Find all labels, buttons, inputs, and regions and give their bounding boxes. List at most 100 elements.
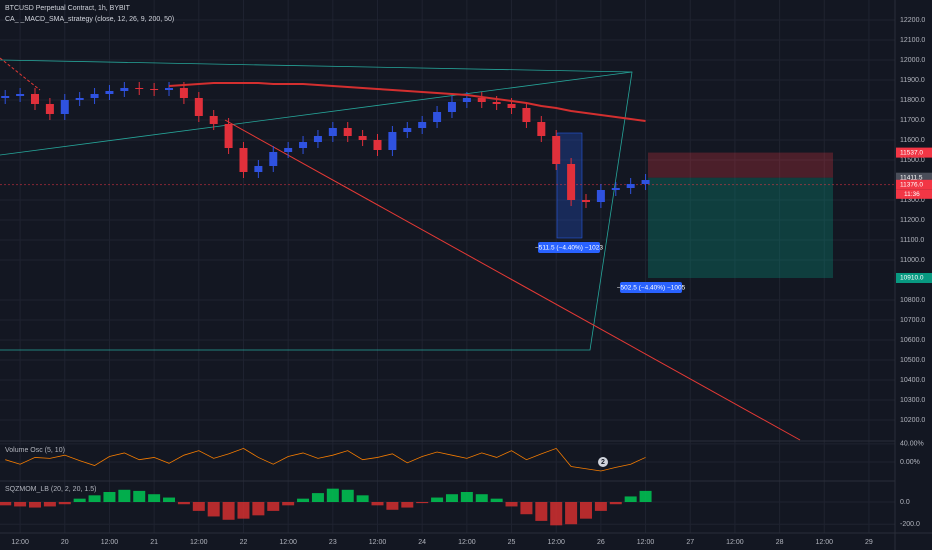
momentum-bar — [609, 502, 622, 505]
momentum-bar — [222, 502, 235, 520]
candle-body — [313, 136, 322, 142]
momentum-bar — [416, 502, 429, 504]
strategy-title: CA_ _MACD_SMA_strategy (close, 12, 26, 9… — [5, 16, 174, 23]
momentum-bar — [103, 492, 116, 502]
x-tick-label: 22 — [240, 539, 248, 546]
price-tag-bg — [896, 172, 932, 183]
momentum-bar — [163, 497, 176, 502]
candle-body — [343, 128, 352, 136]
price-tag-bg — [896, 179, 932, 190]
x-tick-label: 12:00 — [815, 539, 833, 546]
candle-body — [626, 184, 635, 188]
momentum-bar — [311, 493, 324, 502]
y-tick-label: 11300.0 — [900, 197, 925, 204]
x-tick-label: 29 — [865, 539, 873, 546]
momentum-bar — [475, 494, 488, 502]
x-tick-label: 28 — [776, 539, 784, 546]
y-tick-label: 0.00% — [900, 459, 920, 466]
y-tick-label: 11600.0 — [900, 137, 925, 144]
price-tag: 10910.0 — [900, 275, 924, 282]
target-zone — [648, 177, 833, 278]
candle-body — [239, 148, 248, 172]
y-tick-label: 40.00% — [900, 441, 924, 448]
measure-label-bg — [620, 282, 682, 293]
y-tick-label: 11900.0 — [900, 77, 925, 84]
price-tag-bg — [896, 273, 932, 283]
x-tick-label: 26 — [597, 539, 605, 546]
pane-title: Volume Osc (5, 10) — [5, 447, 65, 454]
momentum-bar — [579, 502, 592, 519]
candle-body — [492, 102, 501, 104]
y-tick-label: 11200.0 — [900, 217, 925, 224]
price-tag: 11376.0 — [900, 182, 923, 189]
x-tick-label: 23 — [329, 539, 337, 546]
candle-body — [447, 102, 456, 112]
momentum-bar — [401, 502, 414, 508]
candle-body — [433, 112, 442, 122]
momentum-bar — [356, 495, 369, 502]
y-tick-label: 11500.0 — [900, 157, 925, 164]
candle-body — [299, 142, 308, 148]
measure-label: −511.5 (−4.40%) −1023 — [535, 245, 603, 252]
candle-body — [209, 116, 218, 124]
pane-title: SQZMOM_LB (20, 2, 20, 1.5) — [5, 486, 96, 493]
momentum-bar — [133, 490, 146, 502]
candle-body — [522, 108, 531, 122]
x-tick-label: 12:00 — [101, 539, 119, 546]
candle-body — [1, 96, 10, 98]
candle-body — [224, 124, 233, 148]
candle-body — [507, 104, 516, 108]
candle-body — [30, 94, 39, 104]
candle-body — [537, 122, 546, 136]
marker — [598, 457, 608, 467]
candle-body — [254, 166, 263, 172]
candle-body — [75, 98, 84, 100]
momentum-bar — [73, 498, 86, 502]
y-tick-label: 12100.0 — [900, 37, 925, 44]
candle-body — [641, 180, 650, 184]
x-tick-label: 12:00 — [369, 539, 387, 546]
y-tick-label: 10200.0 — [900, 417, 925, 424]
momentum-bar — [326, 488, 339, 502]
x-tick-label: 21 — [150, 539, 158, 546]
momentum-bar — [207, 502, 220, 517]
price-tag-bg — [896, 147, 932, 158]
trend-line-red — [224, 119, 801, 441]
momentum-bar — [28, 502, 41, 508]
momentum-bar — [252, 502, 265, 516]
momentum-bar — [177, 502, 190, 505]
candle-body — [552, 136, 561, 164]
y-tick-label: 11000.0 — [900, 257, 925, 264]
y-tick-label: 11100.0 — [900, 237, 924, 244]
momentum-bar — [14, 502, 27, 507]
candle-body — [328, 128, 337, 136]
price-tag-note: 11:36 — [904, 191, 920, 198]
momentum-bar — [282, 502, 295, 506]
momentum-bar — [0, 502, 12, 506]
marker-label: 2 — [601, 459, 605, 466]
y-tick-label: 10700.0 — [900, 317, 925, 324]
candle-body — [358, 136, 367, 140]
candle-body — [135, 88, 144, 89]
momentum-bar — [148, 494, 161, 502]
momentum-bar — [460, 492, 473, 502]
y-tick-label: 11800.0 — [900, 97, 925, 104]
candle-body — [611, 188, 620, 190]
candle-body — [581, 200, 590, 202]
measure-label-bg — [538, 242, 600, 253]
candle-body — [403, 128, 412, 132]
momentum-bar — [267, 502, 280, 511]
moving-average — [168, 82, 646, 122]
x-tick-label: 12:00 — [458, 539, 476, 546]
momentum-bar — [386, 502, 399, 510]
y-tick-label: 12000.0 — [900, 57, 925, 64]
x-tick-label: 12:00 — [547, 539, 565, 546]
x-tick-label: 12:00 — [279, 539, 297, 546]
trend-line — [0, 71, 633, 156]
y-tick-label: 10800.0 — [900, 297, 925, 304]
momentum-bar — [594, 502, 607, 511]
momentum-bar — [639, 490, 652, 502]
y-tick-label: 0.0 — [900, 499, 910, 506]
momentum-bar — [431, 497, 444, 502]
candle-body — [120, 88, 129, 91]
